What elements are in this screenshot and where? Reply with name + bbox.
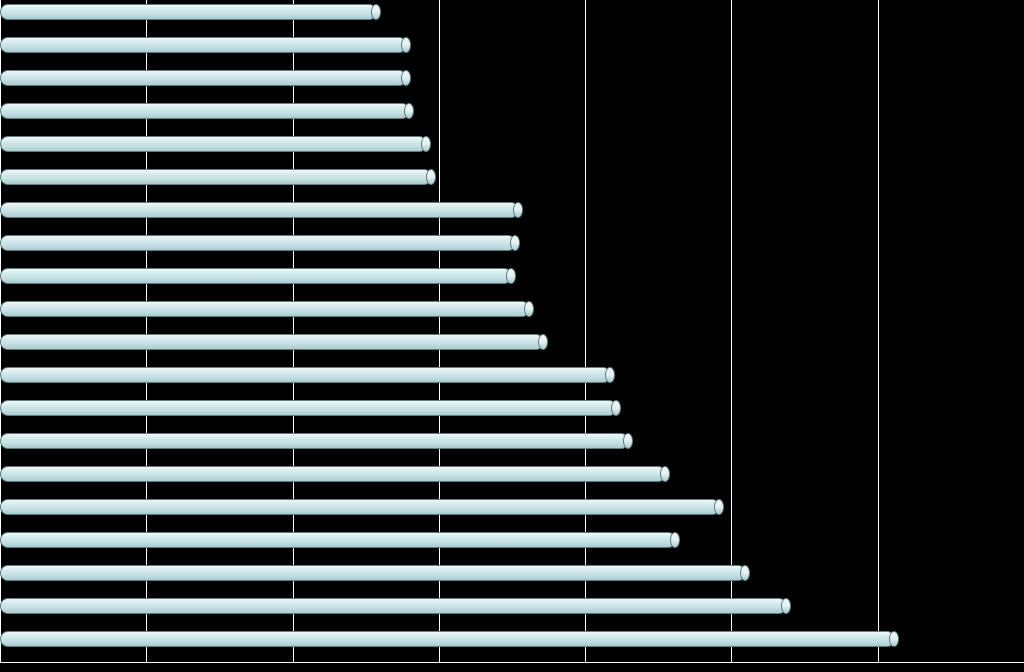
bar — [0, 466, 666, 482]
bar-front — [0, 4, 377, 20]
bar-endcap — [513, 202, 523, 218]
bar-front — [0, 334, 544, 350]
bar — [0, 37, 407, 53]
bar-endcap — [670, 532, 680, 548]
bar — [0, 367, 611, 383]
bar-front — [0, 400, 617, 416]
bar — [0, 433, 629, 449]
bar — [0, 565, 746, 581]
bar-endcap — [404, 103, 414, 119]
bar-front — [0, 532, 676, 548]
bar — [0, 631, 895, 647]
bar — [0, 301, 530, 317]
bar — [0, 4, 377, 20]
bar-front — [0, 631, 895, 647]
bar-endcap — [401, 70, 411, 86]
bar-front — [0, 499, 720, 515]
bar-front — [0, 565, 746, 581]
bar-endcap — [538, 334, 548, 350]
bar — [0, 598, 787, 614]
bar-front — [0, 169, 432, 185]
bar-front — [0, 598, 787, 614]
bar — [0, 235, 516, 251]
bar-front — [0, 268, 512, 284]
bar-endcap — [371, 4, 381, 20]
bar-endcap — [421, 136, 431, 152]
bar-endcap — [605, 367, 615, 383]
bar-front — [0, 367, 611, 383]
bar-endcap — [714, 499, 724, 515]
bar-endcap — [623, 433, 633, 449]
bar-endcap — [781, 598, 791, 614]
bar — [0, 532, 676, 548]
plot-area — [0, 0, 1024, 672]
bar-front — [0, 466, 666, 482]
bar-endcap — [660, 466, 670, 482]
bar-front — [0, 433, 629, 449]
bar — [0, 202, 519, 218]
bar — [0, 136, 427, 152]
bar-endcap — [506, 268, 516, 284]
bar — [0, 169, 432, 185]
bar-endcap — [510, 235, 520, 251]
bar-endcap — [740, 565, 750, 581]
bar-chart — [0, 0, 1024, 672]
bar — [0, 70, 407, 86]
bar — [0, 103, 410, 119]
bar-endcap — [426, 169, 436, 185]
bar — [0, 400, 617, 416]
bar — [0, 499, 720, 515]
bar-front — [0, 136, 427, 152]
bar-front — [0, 70, 407, 86]
bar-endcap — [401, 37, 411, 53]
x-axis-baseline — [0, 662, 1024, 663]
bar-endcap — [611, 400, 621, 416]
bar — [0, 268, 512, 284]
bar — [0, 334, 544, 350]
bar-endcap — [524, 301, 534, 317]
bar-front — [0, 235, 516, 251]
bar-front — [0, 301, 530, 317]
bars-layer — [0, 0, 1024, 663]
bar-front — [0, 202, 519, 218]
bar-front — [0, 103, 410, 119]
bar-front — [0, 37, 407, 53]
bar-endcap — [889, 631, 899, 647]
